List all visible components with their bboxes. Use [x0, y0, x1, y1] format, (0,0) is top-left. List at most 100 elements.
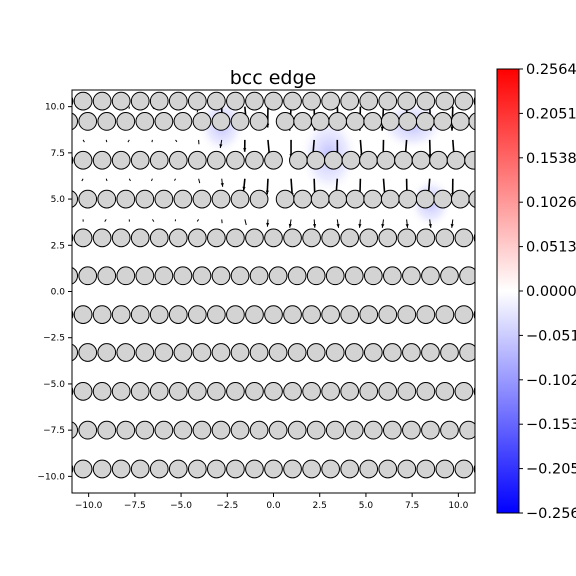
x-tick: 0.0	[266, 493, 281, 511]
colorbar-tick-label: 0.1538	[526, 151, 576, 167]
atom	[302, 305, 321, 324]
atom	[230, 266, 250, 286]
atom	[154, 112, 174, 131]
colorbar-tick-label: 0.1026	[526, 195, 576, 211]
atom	[211, 420, 231, 440]
x-tick: −5.0	[170, 493, 192, 511]
displacement-arrow	[336, 219, 340, 228]
y-tick: 5.0	[51, 195, 72, 205]
atom	[382, 343, 402, 362]
colorbar-tick-label: 0.2051	[526, 106, 576, 122]
displacement-arrow	[81, 178, 84, 182]
y-tick-label: 7.5	[51, 149, 65, 159]
atom	[468, 190, 475, 208]
atom	[92, 150, 112, 170]
atom	[211, 343, 231, 362]
x-tick-label: 7.5	[405, 501, 419, 511]
displacement-arrow	[358, 219, 362, 228]
atom	[187, 305, 207, 324]
atom	[328, 189, 348, 209]
atom	[359, 150, 378, 170]
atom-layer	[72, 91, 475, 479]
displacement-arrow	[242, 178, 246, 191]
atom	[321, 305, 340, 324]
atom	[207, 459, 226, 479]
atom	[363, 343, 383, 362]
colorbar-tick-label: −0.1538	[526, 417, 576, 433]
atom	[306, 343, 326, 362]
atom	[264, 305, 283, 324]
atom	[306, 420, 326, 440]
atom	[302, 91, 321, 111]
y-tick-label: 10.0	[45, 103, 65, 113]
atom	[97, 343, 117, 362]
colorbar-tick: −0.0513	[519, 328, 576, 344]
y-tick-label: −7.5	[43, 426, 65, 436]
atom	[226, 91, 245, 111]
atom	[149, 228, 169, 248]
displacement-arrow	[450, 219, 454, 228]
atom	[245, 228, 264, 248]
atom	[275, 189, 295, 209]
colorbar-tick-label: −0.2051	[526, 462, 576, 478]
atom	[344, 343, 364, 362]
atom	[192, 343, 212, 362]
atom	[268, 420, 288, 440]
atom	[73, 459, 93, 479]
atom	[207, 381, 226, 401]
atom	[92, 459, 112, 479]
atom	[310, 112, 330, 131]
atom	[173, 266, 193, 286]
atom	[450, 189, 470, 209]
displacement-arrow	[196, 219, 200, 222]
atom	[116, 343, 136, 362]
atom	[264, 91, 283, 111]
colorbar-tick: −0.2051	[519, 462, 576, 478]
atom	[154, 343, 174, 362]
x-axis: −10.0 −7.5 −5.0 −2.5 0.0 2.5 5.0 7.5 10.0	[75, 493, 469, 511]
atom	[73, 91, 93, 111]
atom	[92, 91, 112, 111]
atom	[168, 228, 188, 248]
atom	[382, 266, 402, 286]
atom	[207, 305, 226, 324]
atom	[111, 459, 131, 479]
atom	[226, 150, 245, 170]
y-tick: 7.5	[51, 149, 72, 159]
atom	[344, 266, 364, 286]
y-tick: −5.0	[43, 380, 72, 390]
x-tick-label: −5.0	[170, 501, 192, 511]
atom	[130, 91, 150, 111]
atom	[344, 420, 364, 440]
atom	[135, 266, 155, 286]
atom	[116, 189, 136, 209]
atom	[264, 459, 283, 479]
atom	[397, 305, 417, 324]
atom	[440, 420, 459, 440]
atom	[154, 266, 174, 286]
atom	[207, 91, 226, 111]
displacement-arrow	[219, 139, 223, 149]
x-tick-label: 5.0	[359, 501, 374, 511]
y-tick: 10.0	[45, 103, 72, 113]
displacement-arrow	[82, 139, 85, 143]
atom	[454, 459, 474, 479]
atom	[72, 190, 79, 208]
atom	[446, 150, 466, 170]
atom	[173, 189, 193, 209]
atom	[78, 112, 98, 131]
atom	[382, 420, 402, 440]
atom	[111, 228, 131, 248]
atom	[168, 381, 188, 401]
atom	[345, 112, 365, 131]
atom	[340, 381, 360, 401]
atom	[402, 343, 421, 362]
atom	[435, 381, 455, 401]
atom	[116, 420, 136, 440]
x-tick: 5.0	[359, 493, 374, 511]
atom	[459, 420, 475, 440]
atom	[111, 381, 131, 401]
atom	[359, 459, 379, 479]
atom	[416, 305, 436, 324]
colorbar-tick-label: −0.1026	[526, 373, 576, 389]
